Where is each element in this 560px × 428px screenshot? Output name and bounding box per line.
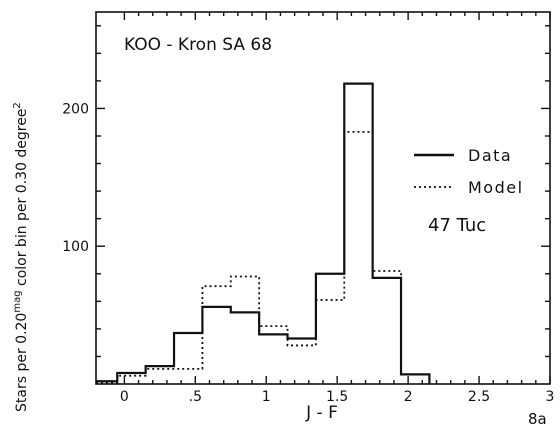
x-tick-label: 0 [120, 389, 129, 405]
y-axis: 100 200 [62, 25, 550, 358]
legend: Data Model [414, 146, 524, 197]
x-tick-label: 3 [546, 389, 555, 405]
x-tick-label: 2 [404, 389, 413, 405]
x-axis-label: J - F [305, 403, 338, 423]
x-tick-label: 1.5 [326, 389, 348, 405]
x-tick-label: 1 [262, 389, 271, 405]
y-axis-label: Stars per 0.20mag color bin per 0.30 deg… [12, 102, 30, 412]
plot-frame [95, 11, 551, 385]
histogram-series [96, 82, 431, 384]
annotation-47-tuc: 47 Tuc [428, 215, 486, 236]
x-tick-label: 2.5 [468, 389, 490, 405]
y-tick-label: 200 [62, 101, 89, 117]
figure-label: 8a [528, 410, 547, 428]
x-axis: 0 .5 1 1.5 2 2.5 3 [120, 12, 555, 405]
data-histogram-line [96, 82, 431, 384]
model-histogram-line [96, 130, 431, 384]
legend-model-label: Model [468, 178, 524, 197]
legend-data-label: Data [468, 146, 512, 165]
chart-title: KOO - Kron SA 68 [124, 35, 272, 55]
x-tick-label: .5 [189, 389, 202, 405]
y-tick-label: 100 [62, 239, 89, 255]
axes-box [95, 11, 551, 385]
